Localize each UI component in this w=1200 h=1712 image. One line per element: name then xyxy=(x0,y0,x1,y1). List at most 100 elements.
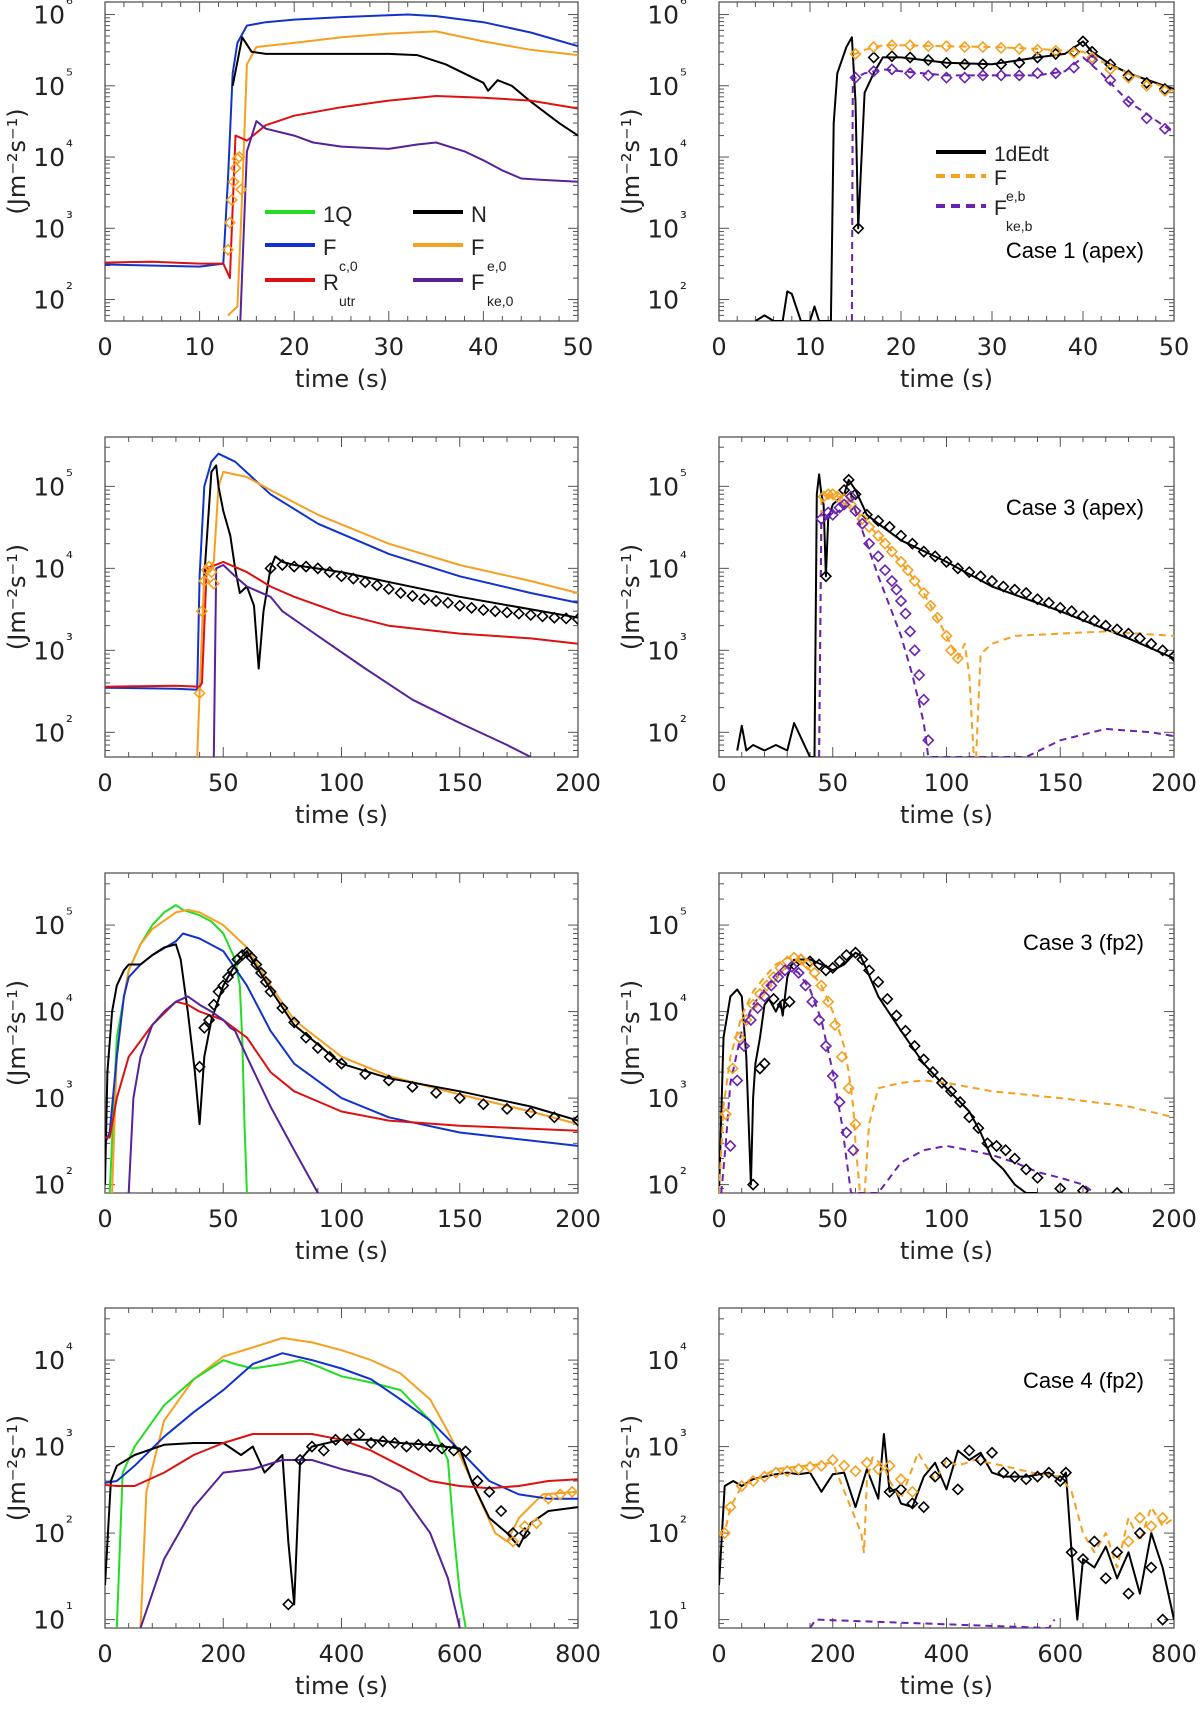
marker-1dEdt xyxy=(1145,637,1158,650)
x-tick-label: 10 xyxy=(184,333,215,361)
marker-Fe0 xyxy=(518,1520,531,1533)
series-line-N xyxy=(203,464,578,670)
marker-Feb xyxy=(1085,51,1099,64)
marker-N xyxy=(376,1435,390,1448)
x-tick-label: 800 xyxy=(555,1640,601,1668)
marker-Fe0 xyxy=(554,1488,567,1501)
marker-1dEdt xyxy=(985,1446,999,1459)
marker-Fkeb xyxy=(885,63,899,76)
series-line-1dEdt xyxy=(719,951,1038,1193)
y-tick-label: 10 xyxy=(647,911,679,940)
x-tick-label: 200 xyxy=(1151,1205,1197,1233)
y-tick-exponent: ² xyxy=(66,1513,73,1533)
marker-Fkeb xyxy=(903,625,917,638)
marker-1dEdt xyxy=(1042,1466,1056,1479)
y-tick-exponent: ³ xyxy=(680,208,687,228)
marker-N xyxy=(364,1436,378,1450)
marker-1dEdt xyxy=(981,1137,994,1150)
marker-1dEdt xyxy=(1099,619,1112,632)
x-tick-label: 10 xyxy=(795,333,826,361)
marker-Fkeb xyxy=(844,490,858,503)
marker-N xyxy=(459,1445,472,1458)
series-line-Fc0 xyxy=(105,13,578,268)
plot-frame xyxy=(718,1,1175,322)
marker-N xyxy=(382,1074,395,1087)
marker-N xyxy=(282,1598,295,1611)
marker-N xyxy=(435,1442,449,1455)
marker-N xyxy=(288,1016,301,1029)
series-line-Fc0 xyxy=(105,932,578,1147)
marker-1dEdt xyxy=(963,565,976,579)
marker-N xyxy=(524,1106,537,1119)
plot-frame xyxy=(718,872,1175,1194)
legend-label-1dEdt: 1dEdt xyxy=(994,143,1049,166)
series-group xyxy=(736,473,1174,757)
x-tick-label: 200 xyxy=(555,1205,601,1233)
y-tick-label: 10 xyxy=(33,143,65,172)
y-tick-exponent: ³ xyxy=(680,630,687,650)
marker-Fkeb xyxy=(1085,53,1099,67)
x-axis-label: time (s) xyxy=(900,365,993,393)
marker-N xyxy=(359,575,372,589)
x-tick-label: 20 xyxy=(279,333,310,361)
marker-Fkeb xyxy=(833,1095,846,1109)
x-tick-label: 0 xyxy=(97,333,112,361)
marker-Fkeb xyxy=(1031,67,1044,80)
marker-N xyxy=(226,964,239,977)
series-line-Rutr xyxy=(105,560,578,688)
series-line-Rutr xyxy=(105,95,578,280)
plot-frame xyxy=(104,1,579,322)
marker-1dEdt xyxy=(972,1121,985,1135)
marker-1dEdt xyxy=(1122,1587,1135,1600)
marker-Fe0 xyxy=(229,161,242,175)
marker-Fkeb xyxy=(1158,122,1172,135)
marker-N xyxy=(311,1041,324,1055)
marker-N xyxy=(512,607,526,620)
marker-N xyxy=(412,1438,425,1451)
marker-1dEdt xyxy=(867,51,880,64)
series-line-Feb xyxy=(719,1451,1174,1569)
marker-Fkeb xyxy=(847,1144,860,1157)
marker-N xyxy=(347,572,360,585)
x-tick-label: 150 xyxy=(437,1205,483,1233)
marker-Fkeb xyxy=(885,574,899,588)
marker-Feb xyxy=(719,1108,732,1121)
series-line-Fc0 xyxy=(105,452,578,691)
y-tick-exponent: ³ xyxy=(66,208,73,228)
marker-Feb xyxy=(908,574,921,588)
y-tick-label: 10 xyxy=(647,1346,679,1375)
x-tick-label: 200 xyxy=(810,1640,856,1668)
legend-sub-Feb: e,b xyxy=(1006,188,1026,204)
y-tick-label: 10 xyxy=(33,1346,65,1375)
marker-1dEdt xyxy=(758,1057,771,1070)
x-tick-label: 0 xyxy=(711,1205,726,1233)
marker-Fkeb xyxy=(1104,74,1117,87)
marker-1dEdt xyxy=(856,953,869,966)
marker-1dEdt xyxy=(928,550,942,563)
marker-Fkeb xyxy=(812,1013,826,1027)
marker-Feb xyxy=(849,1118,862,1131)
x-tick-label: 400 xyxy=(924,1640,970,1668)
y-tick-exponent: ⁵ xyxy=(66,905,73,925)
marker-Fe0 xyxy=(227,175,240,188)
marker-N xyxy=(329,1433,342,1446)
marker-N xyxy=(254,966,268,980)
y-tick-exponent: ³ xyxy=(680,1078,687,1098)
legend-sub-Fke0: ke,0 xyxy=(487,293,514,309)
y-tick-label: 10 xyxy=(647,1433,679,1462)
marker-N xyxy=(193,1060,206,1073)
marker-1dEdt xyxy=(990,1139,1003,1153)
y-tick-label: 10 xyxy=(33,554,65,583)
marker-N xyxy=(447,1444,460,1457)
series-group xyxy=(719,1433,1174,1628)
marker-1dEdt xyxy=(1122,627,1135,640)
marker-Fkeb xyxy=(1013,69,1026,82)
x-tick-label: 600 xyxy=(437,1640,483,1668)
y-tick-exponent: ⁵ xyxy=(66,466,73,486)
marker-N xyxy=(217,979,230,992)
